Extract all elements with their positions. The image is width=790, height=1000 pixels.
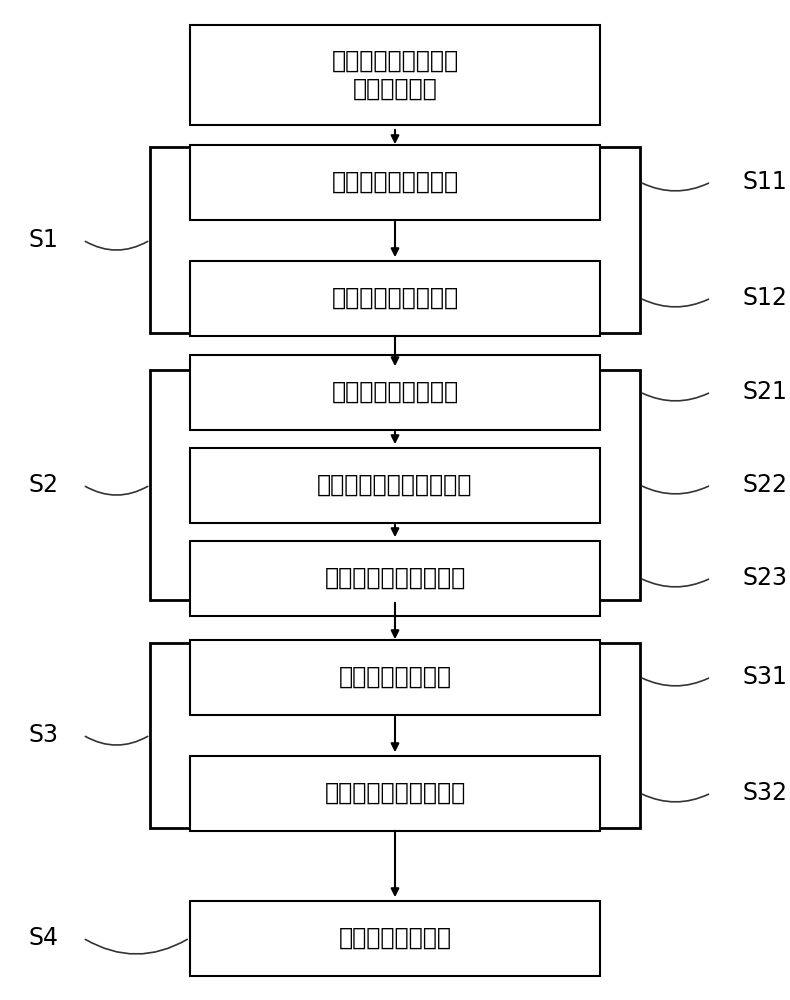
Bar <box>190 900 600 976</box>
Text: S23: S23 <box>743 566 788 590</box>
Text: S31: S31 <box>743 665 788 689</box>
Text: 显著目标面元提取: 显著目标面元提取 <box>338 665 452 689</box>
Text: S2: S2 <box>28 473 58 497</box>
Text: S32: S32 <box>743 781 788 805</box>
Text: S11: S11 <box>743 170 788 194</box>
Bar <box>190 756 600 830</box>
Text: S12: S12 <box>743 286 788 310</box>
Text: 多时相超像素区域提取: 多时相超像素区域提取 <box>325 566 465 590</box>
Text: S3: S3 <box>28 723 58 747</box>
Bar <box>150 370 640 600</box>
Bar <box>190 144 600 220</box>
Bar <box>150 642 640 827</box>
Text: S22: S22 <box>743 473 788 497</box>
Text: 多时相显著区域合并: 多时相显著区域合并 <box>332 286 458 310</box>
Bar <box>190 25 600 125</box>
Bar <box>190 448 600 522</box>
Text: 显著目标面元特征描述: 显著目标面元特征描述 <box>325 781 465 805</box>
Text: S1: S1 <box>28 228 58 252</box>
Text: 变化检测性能评价: 变化检测性能评价 <box>338 926 452 950</box>
Bar <box>190 355 600 430</box>
Text: S4: S4 <box>28 926 58 950</box>
Bar <box>190 640 600 714</box>
Text: S21: S21 <box>743 380 788 404</box>
Text: 单时相显著区域提取: 单时相显著区域提取 <box>332 170 458 194</box>
Bar <box>190 540 600 615</box>
Bar <box>190 260 600 336</box>
Text: 多时相光谱特征自动聚类: 多时相光谱特征自动聚类 <box>318 473 472 497</box>
Text: 多时相光谱特征生成: 多时相光谱特征生成 <box>332 380 458 404</box>
Bar <box>150 147 640 332</box>
Text: 已配准多时相图像、
变化检测结果: 已配准多时相图像、 变化检测结果 <box>332 49 458 101</box>
